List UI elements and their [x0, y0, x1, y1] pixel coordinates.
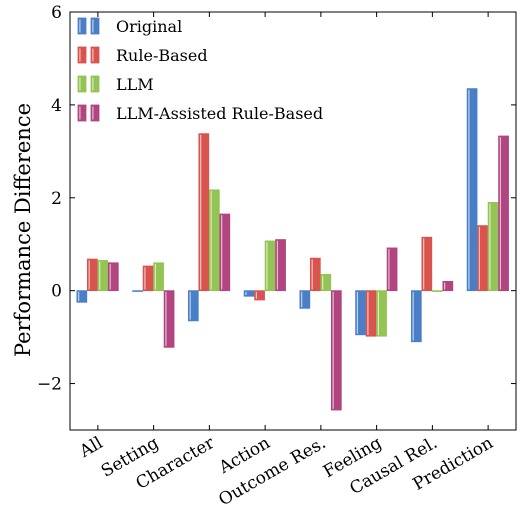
bar-rule-based-7	[477, 225, 488, 292]
bar-llm-2	[208, 189, 220, 292]
bar-highlight	[221, 215, 223, 290]
legend-label-rule-based: Rule-Based	[116, 46, 208, 65]
y-tick-label: 6	[51, 3, 62, 23]
legend-swatch-rule-based	[90, 46, 100, 64]
bar-highlight	[245, 291, 247, 296]
bar-highlight	[154, 264, 157, 290]
bar-llm-assisted-rule-based-2	[219, 213, 231, 292]
legend-swatch-llm-assisted-rule-based	[90, 104, 100, 122]
legend-swatch-highlight	[92, 19, 94, 33]
bar-rule-based-2	[198, 133, 210, 292]
bar-llm-3	[264, 240, 276, 292]
legend: Original Rule-Based LLM LLM-Assisted Rule-B…	[77, 17, 323, 123]
bar-highlight	[332, 291, 334, 409]
y-tick-label: 4	[51, 96, 62, 116]
bar-highlight	[444, 282, 446, 290]
bar-llm-assisted-rule-based-7	[498, 135, 509, 292]
bar-highlight	[165, 291, 167, 347]
legend-swatch-highlight	[92, 48, 94, 62]
y-ticks: −2 0 2 4 6	[37, 3, 516, 395]
legend-swatch-highlight	[92, 106, 94, 120]
bar-llm-assisted-rule-based-5	[386, 247, 398, 292]
bar-highlight	[322, 275, 324, 290]
bar-highlight	[301, 291, 303, 308]
bar-highlight	[255, 291, 258, 299]
bar-highlight	[189, 291, 191, 320]
legend-swatch-rule-based	[77, 46, 87, 64]
bar-highlight	[468, 89, 470, 290]
bar-highlight	[377, 291, 380, 335]
bar-highlight	[412, 291, 414, 341]
bar-highlight	[499, 137, 502, 290]
legend-swatch-llm	[77, 75, 87, 93]
bar-highlight	[210, 191, 212, 290]
bars-group	[76, 88, 509, 411]
legend-swatch-highlight	[79, 106, 81, 120]
legend-label-llm-assisted-rule-based: LLM-Assisted Rule-Based	[116, 104, 323, 123]
bar-llm-assisted-rule-based-3	[275, 239, 286, 292]
bar-highlight	[266, 242, 268, 290]
bar-original-3	[243, 290, 255, 297]
bar-highlight	[311, 259, 313, 290]
bar-original-2	[187, 290, 199, 322]
bar-highlight	[423, 238, 425, 290]
legend-swatch-highlight	[79, 19, 81, 33]
bar-highlight	[367, 291, 369, 335]
bar-llm-4	[320, 274, 332, 292]
legend-swatch-highlight	[79, 48, 81, 62]
legend-swatch-llm	[90, 75, 100, 93]
bar-rule-based-0	[86, 258, 98, 292]
bar-original-1	[132, 290, 143, 292]
bar-rule-based-6	[421, 236, 433, 292]
bar-highlight	[276, 240, 279, 290]
y-axis-label: Performance Difference	[11, 103, 35, 357]
legend-label-original: Original	[116, 17, 182, 36]
bar-llm-6	[431, 290, 443, 292]
bar-rule-based-3	[254, 290, 265, 301]
x-tick-label: All	[75, 433, 106, 462]
legend-swatch-original	[77, 17, 87, 35]
bar-highlight	[356, 291, 359, 334]
bar-llm-1	[153, 262, 164, 292]
y-tick-label: −2	[37, 375, 62, 395]
bar-highlight	[109, 264, 111, 290]
legend-swatch-llm-assisted-rule-based	[77, 104, 87, 122]
bar-original-6	[410, 290, 422, 343]
bar-highlight	[78, 291, 80, 302]
bar-llm-7	[487, 202, 499, 292]
bar-highlight	[478, 226, 481, 290]
bar-highlight	[489, 203, 491, 290]
legend-swatch-highlight	[92, 77, 94, 91]
bar-rule-based-4	[309, 257, 321, 292]
bar-highlight	[388, 249, 390, 290]
legend-label-llm: LLM	[116, 75, 154, 94]
bar-original-7	[466, 88, 478, 292]
bar-llm-5	[376, 290, 387, 337]
bar-llm-assisted-rule-based-0	[107, 262, 119, 292]
bar-rule-based-5	[365, 290, 377, 337]
plot-frame	[69, 11, 517, 431]
legend-swatch-highlight	[79, 77, 81, 91]
bar-original-5	[355, 290, 366, 336]
bar-llm-assisted-rule-based-1	[163, 290, 175, 348]
bar-original-0	[76, 290, 88, 303]
bar-highlight	[99, 261, 101, 290]
y-tick-label: 0	[51, 282, 62, 302]
bar-rule-based-1	[142, 265, 154, 292]
bar-llm-0	[97, 260, 109, 292]
bar-llm-assisted-rule-based-4	[330, 290, 342, 411]
bar-highlight	[144, 267, 146, 290]
y-tick-label: 2	[51, 189, 62, 209]
bar-llm-assisted-rule-based-6	[442, 280, 454, 292]
bar-highlight	[88, 260, 90, 290]
bar-original-4	[299, 290, 311, 309]
legend-swatch-original	[90, 17, 100, 35]
bar-highlight	[200, 134, 202, 290]
